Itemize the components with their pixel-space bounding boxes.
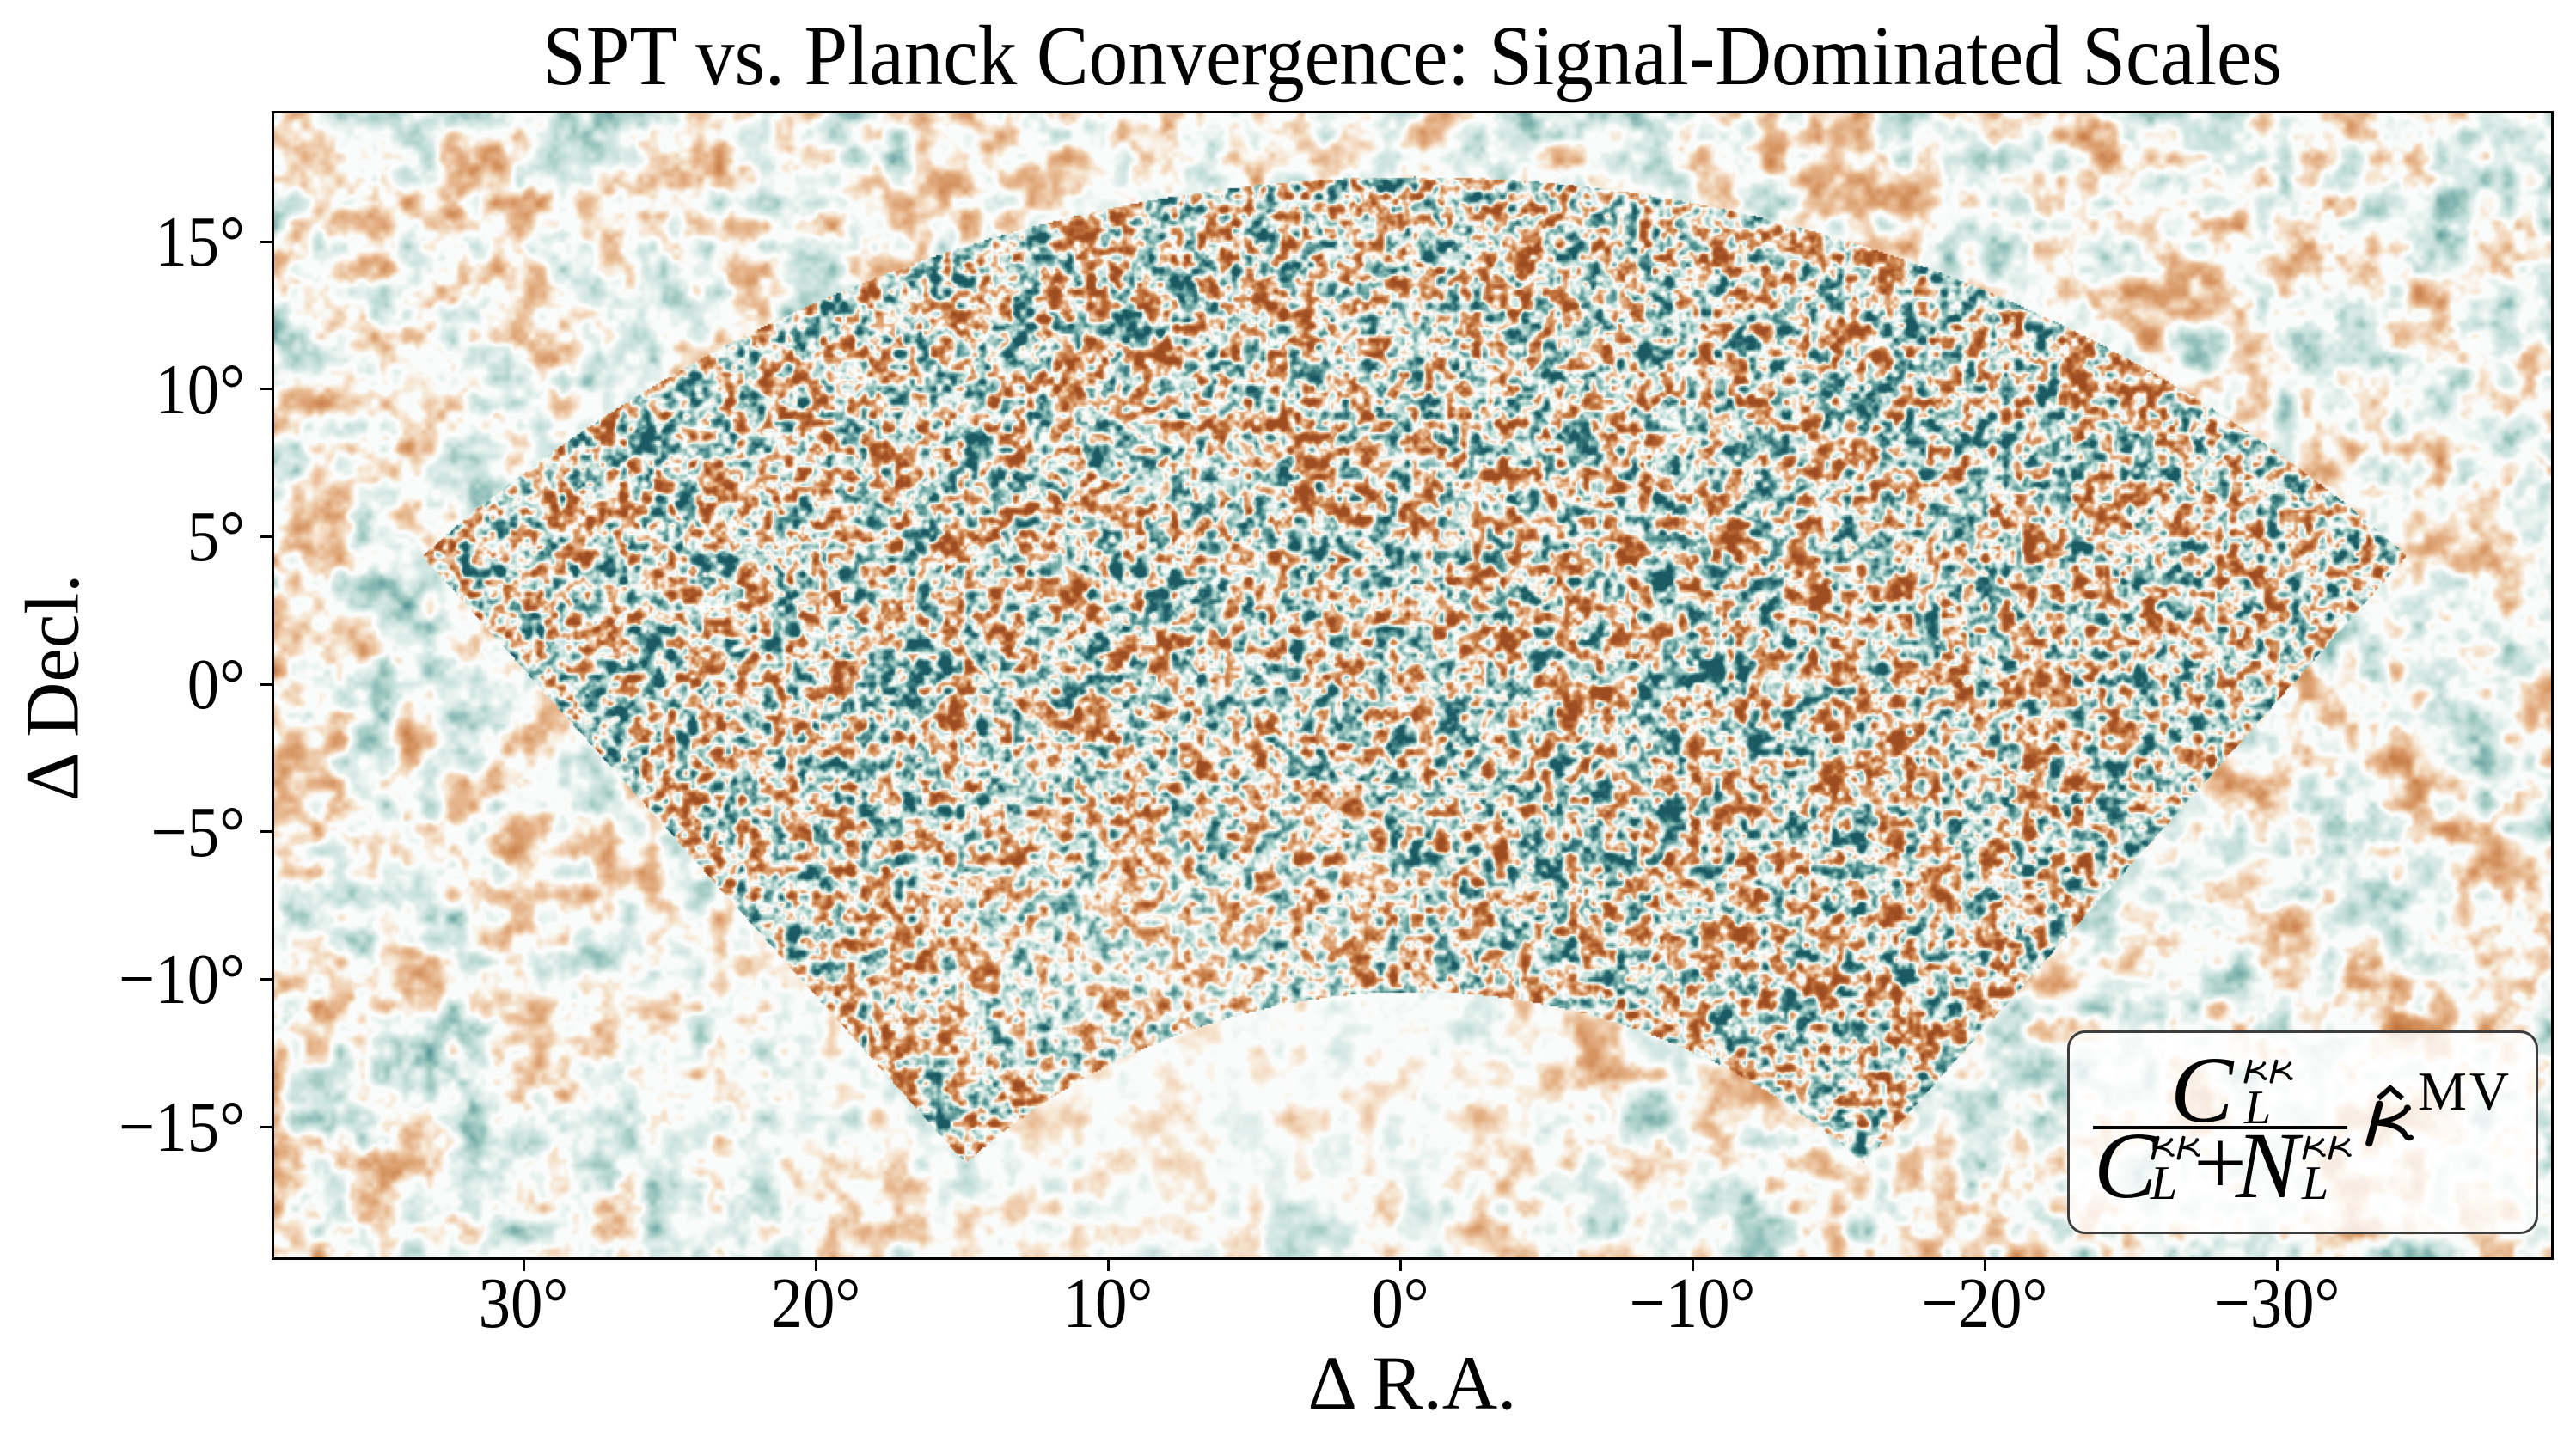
- svg-text:L: L: [2243, 1081, 2271, 1134]
- svg-text:L: L: [2301, 1157, 2328, 1210]
- svg-text:C: C: [2094, 1113, 2158, 1218]
- svg-text:L: L: [2150, 1157, 2177, 1210]
- svg-text:MV: MV: [2418, 1061, 2512, 1122]
- svg-text:N: N: [2235, 1113, 2304, 1218]
- svg-text:+: +: [2194, 1110, 2247, 1215]
- svg-text:C: C: [2170, 1037, 2235, 1142]
